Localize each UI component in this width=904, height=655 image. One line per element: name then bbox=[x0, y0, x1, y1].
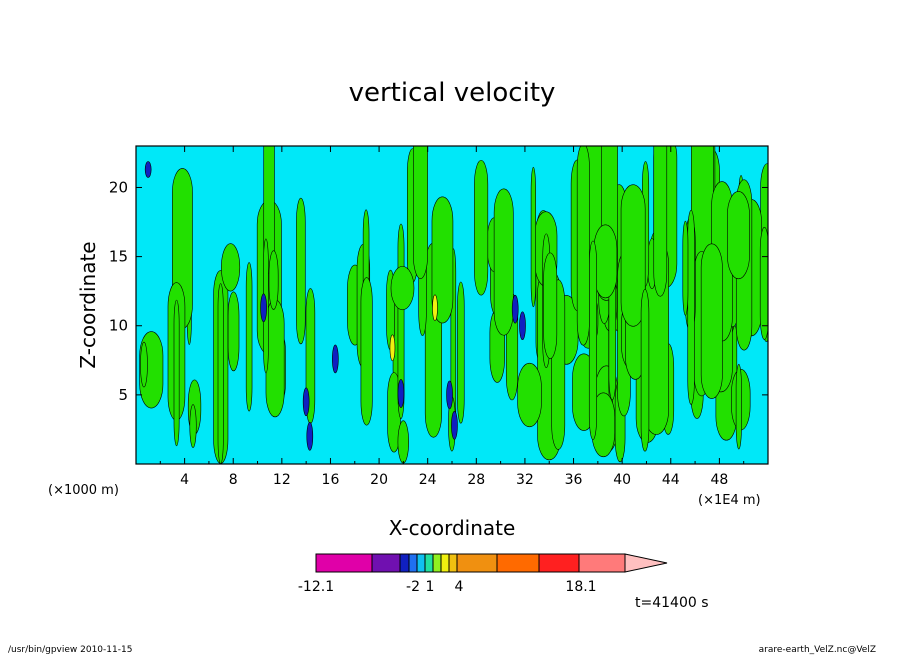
y-tick-label: 20 bbox=[109, 178, 128, 196]
y-tick-label: 10 bbox=[109, 317, 128, 335]
updraft-region bbox=[620, 184, 646, 327]
x-tick-label: 40 bbox=[613, 472, 631, 488]
updraft-region bbox=[727, 191, 750, 280]
updraft-region bbox=[588, 240, 598, 441]
x-tick-label: 32 bbox=[516, 472, 534, 488]
x-tick-label: 8 bbox=[229, 472, 238, 488]
colorbar-segment bbox=[416, 553, 426, 573]
colorbar-label: -2 bbox=[406, 579, 420, 595]
footer-right: arare-earth_VelZ.nc@VelZ bbox=[758, 645, 876, 655]
updraft-region bbox=[474, 159, 489, 296]
colorbar-segment bbox=[424, 553, 434, 573]
updraft-region bbox=[457, 281, 465, 424]
updraft-region bbox=[245, 262, 253, 412]
strong-updraft-core bbox=[389, 334, 396, 362]
chart-title: vertical velocity bbox=[348, 78, 556, 108]
updraft-region bbox=[543, 252, 558, 359]
colorbar-segment bbox=[538, 553, 580, 573]
updraft-region bbox=[493, 188, 514, 336]
updraft-region bbox=[687, 209, 695, 405]
updraft-region bbox=[397, 420, 409, 464]
downdraft-core bbox=[451, 410, 458, 440]
x-axis-label: X-coordinate bbox=[388, 516, 516, 540]
colorbar-segment bbox=[456, 553, 498, 573]
colorbar-segment bbox=[496, 553, 540, 573]
colorbar-segment bbox=[440, 553, 450, 573]
updraft-region bbox=[431, 196, 454, 324]
downdraft-core bbox=[144, 161, 152, 178]
downdraft-core bbox=[302, 387, 310, 417]
updraft-region bbox=[189, 404, 197, 448]
updraft-region bbox=[653, 146, 668, 297]
downdraft-core bbox=[397, 379, 405, 408]
updraft-region bbox=[360, 277, 373, 426]
updraft-region bbox=[593, 224, 618, 299]
updraft-region bbox=[390, 266, 415, 311]
updraft-region bbox=[296, 197, 306, 345]
updraft-region bbox=[700, 243, 723, 399]
x-unit-right: (×1E4 m) bbox=[698, 493, 761, 508]
colorbar-label: -12.1 bbox=[298, 579, 334, 595]
footer-left: /usr/bin/gpview 2010-11-15 bbox=[8, 645, 133, 655]
updraft-region bbox=[759, 226, 768, 340]
colorbar-label: 1 bbox=[426, 579, 435, 595]
downdraft-core bbox=[519, 311, 526, 341]
x-tick-label: 48 bbox=[710, 472, 728, 488]
downdraft-core bbox=[332, 344, 339, 374]
x-tick-label: 44 bbox=[662, 472, 680, 488]
colorbar-segment bbox=[315, 553, 373, 573]
downdraft-core bbox=[306, 422, 314, 451]
x-tick-label: 36 bbox=[565, 472, 583, 488]
downdraft-core bbox=[260, 293, 267, 323]
updraft-region bbox=[221, 243, 241, 292]
x-tick-label: 12 bbox=[273, 472, 291, 488]
colorbar-segment bbox=[371, 553, 401, 573]
updraft-region bbox=[530, 166, 536, 308]
updraft-region bbox=[268, 250, 279, 310]
colorbar-label: 18.1 bbox=[565, 579, 596, 595]
time-label: t=41400 s bbox=[635, 595, 709, 611]
downdraft-core bbox=[446, 380, 453, 410]
updraft-region bbox=[265, 299, 285, 418]
strong-updraft-core bbox=[432, 294, 438, 322]
updraft-region bbox=[173, 299, 180, 447]
x-unit-left: (×1000 m) bbox=[48, 483, 119, 498]
colorbar-segment bbox=[399, 553, 410, 573]
colorbar-label: 4 bbox=[455, 579, 464, 595]
x-tick-label: 28 bbox=[467, 472, 485, 488]
updraft-region bbox=[227, 291, 240, 372]
y-tick-label: 5 bbox=[118, 386, 128, 404]
x-tick-label: 24 bbox=[419, 472, 437, 488]
updraft-region bbox=[640, 289, 650, 452]
updraft-region bbox=[517, 362, 542, 428]
colorbar-segment bbox=[408, 553, 418, 573]
updraft-region bbox=[576, 146, 590, 346]
downdraft-core bbox=[511, 294, 519, 324]
x-tick-label: 4 bbox=[180, 472, 189, 488]
x-tick-label: 16 bbox=[322, 472, 340, 488]
updraft-region bbox=[413, 146, 428, 280]
colorbar-segment bbox=[432, 553, 442, 573]
updraft-region bbox=[735, 363, 742, 450]
updraft-region bbox=[682, 220, 689, 316]
colorbar-segment bbox=[578, 553, 626, 573]
updraft-region bbox=[140, 341, 148, 388]
colorbar-extend-arrow bbox=[624, 553, 668, 573]
x-tick-label: 20 bbox=[370, 472, 388, 488]
updraft-region bbox=[217, 283, 224, 464]
contour-fields bbox=[139, 146, 768, 464]
colorbar: -12.1 -2 1 4 18.1 bbox=[298, 553, 668, 595]
y-tick-label: 15 bbox=[109, 248, 128, 266]
colorbar-segment bbox=[448, 553, 458, 573]
